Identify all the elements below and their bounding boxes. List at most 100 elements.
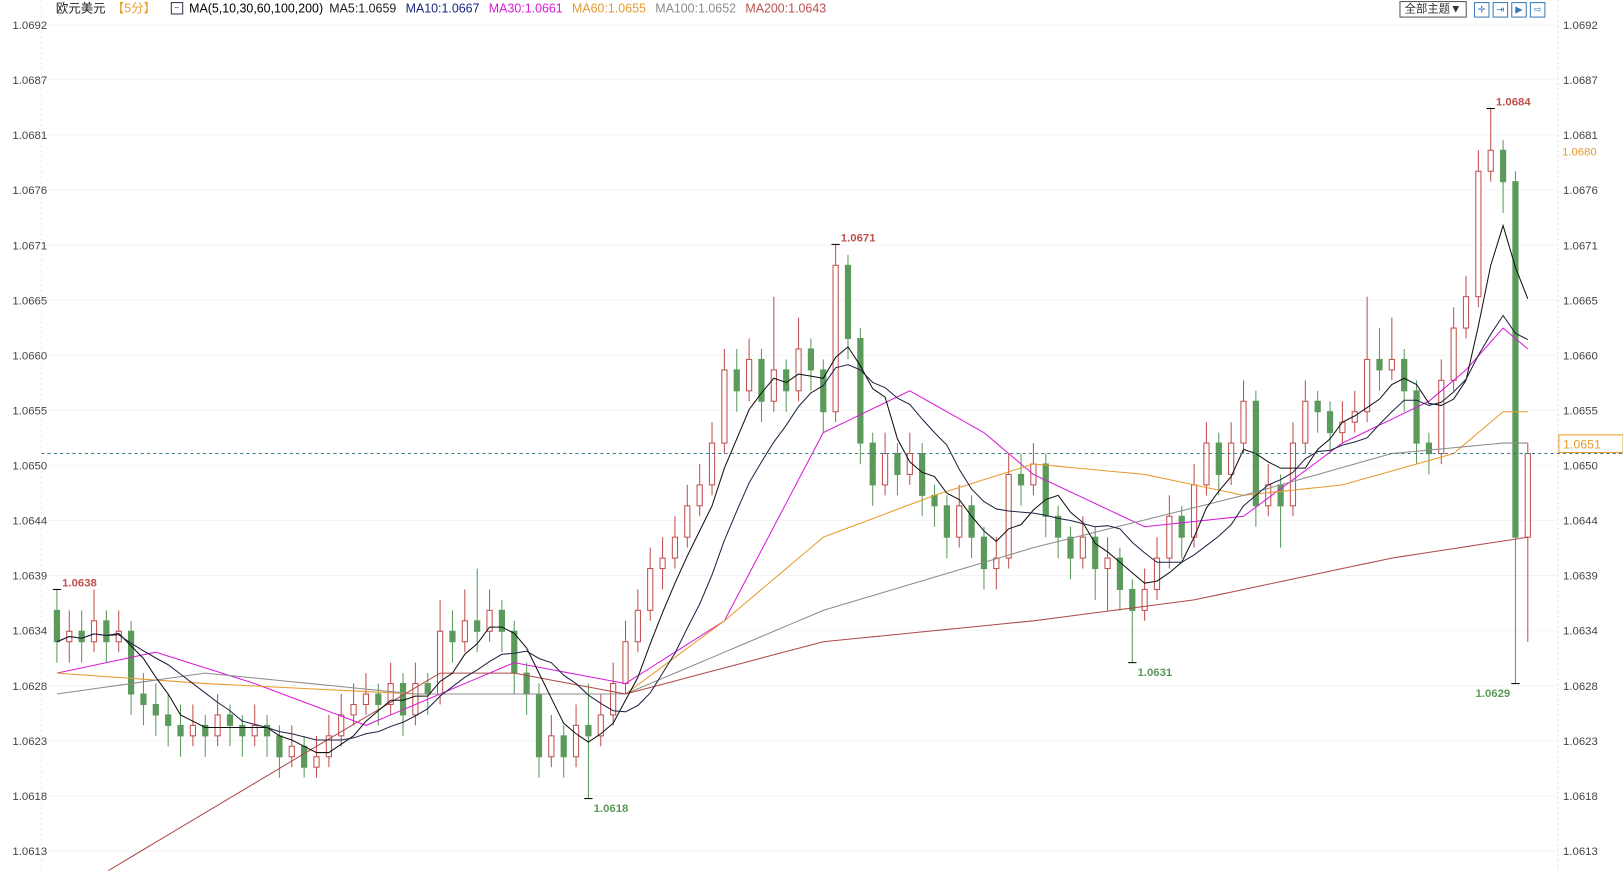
y-tick-label-left: 1.0660 (12, 350, 47, 362)
candle-body (338, 714, 345, 737)
candle-body (610, 683, 617, 716)
candle-body (869, 442, 876, 486)
candle-body (943, 505, 950, 538)
candle (758, 348, 765, 423)
candle (807, 338, 815, 391)
candle-body (152, 703, 159, 716)
candle-body (1104, 557, 1111, 570)
y-tick-label-right: 1.0692 (1563, 20, 1598, 32)
candle-body (140, 693, 147, 705)
candle-body (1240, 400, 1247, 444)
candle (721, 348, 728, 454)
candle (78, 610, 85, 663)
candle-body (1450, 327, 1457, 381)
candle (857, 328, 864, 464)
candle (869, 432, 876, 506)
crosshair-icon[interactable]: ✛ (1473, 1, 1490, 18)
candle (956, 484, 963, 548)
candle-body (226, 714, 234, 726)
current-price-label: 1.0651 (1563, 437, 1601, 451)
y-tick-label-left: 1.0692 (12, 20, 47, 32)
candle (708, 422, 716, 496)
candle (115, 610, 122, 653)
candle (783, 359, 790, 412)
candle (1487, 108, 1494, 182)
candle (597, 694, 604, 747)
candle-body (1364, 358, 1371, 413)
candle (1141, 568, 1148, 621)
ma-indicator-icon[interactable]: ~ (170, 2, 183, 15)
candle-body (350, 703, 357, 716)
y-tick-label-right: 1.0676 (1563, 185, 1598, 197)
candle (1190, 463, 1198, 548)
candle (486, 589, 493, 642)
y-tick-label-left: 1.0644 (12, 516, 47, 528)
candle-body (696, 484, 703, 507)
candle (919, 443, 926, 517)
candle (90, 589, 98, 653)
candle-body (684, 505, 691, 538)
candle (1203, 422, 1210, 496)
symbol-name: 欧元美元 (55, 1, 106, 16)
candle-body (1487, 149, 1494, 172)
candle-body (1376, 358, 1383, 371)
candle (103, 610, 110, 663)
candle (177, 704, 184, 757)
candle-body (214, 714, 221, 737)
candle-body (1413, 390, 1420, 444)
candle-body (1499, 149, 1507, 183)
candle-body (1092, 536, 1099, 570)
y-tick-label-left: 1.0671 (12, 240, 47, 252)
price-marker-label: 1.0680 (1562, 146, 1597, 158)
y-tick-label-right: 1.0660 (1563, 350, 1598, 362)
candle-body (560, 735, 567, 758)
extreme-label-low: 1.0618 (594, 803, 629, 815)
ma-value-4: MA100:1.0652 (655, 1, 737, 16)
candle (251, 704, 258, 747)
y-tick-label-right: 1.0655 (1563, 405, 1598, 417)
play-icon[interactable]: ▶ (1511, 1, 1527, 18)
y-tick-label-left: 1.0650 (12, 461, 47, 473)
candle (1462, 275, 1470, 339)
candle-body (857, 337, 864, 444)
y-tick-label-right: 1.0618 (1563, 791, 1598, 803)
y-tick-label-left: 1.0687 (12, 75, 47, 87)
candle-body (1141, 588, 1148, 611)
scroll-right-icon[interactable]: ⇨ (1529, 1, 1546, 18)
candle-body (622, 641, 629, 685)
candle-body (1005, 473, 1012, 559)
period-selector[interactable]: 【5分】 (111, 1, 156, 16)
candle-body (1339, 421, 1346, 434)
y-tick-label-left: 1.0681 (12, 130, 47, 142)
candle (498, 599, 506, 653)
candle (399, 673, 407, 736)
candle (1265, 463, 1272, 517)
candle (263, 714, 271, 757)
candle-body (1178, 515, 1185, 538)
theme-dropdown[interactable]: 全部主题▼ (1399, 1, 1467, 18)
candle-body (78, 630, 85, 643)
candle-body (288, 745, 295, 758)
candle-body (548, 735, 555, 758)
candle (684, 484, 691, 548)
candle-body (993, 557, 1000, 570)
candle (202, 714, 209, 757)
candle (993, 537, 1000, 590)
candle-body (1215, 442, 1222, 475)
candle-body (881, 453, 889, 486)
candle (226, 704, 234, 747)
y-tick-label-right: 1.0613 (1563, 846, 1598, 858)
candle-body (1153, 557, 1161, 590)
fit-range-icon[interactable]: ⇥ (1492, 1, 1509, 18)
candle-body (1401, 358, 1408, 392)
candle-body (597, 714, 604, 737)
candle (572, 704, 580, 768)
ma-line-ma60 (56, 411, 1528, 695)
candle (387, 662, 394, 715)
candle-body (968, 505, 975, 538)
candle (449, 610, 456, 663)
candle (820, 359, 827, 433)
y-tick-label-left: 1.0628 (12, 681, 47, 693)
